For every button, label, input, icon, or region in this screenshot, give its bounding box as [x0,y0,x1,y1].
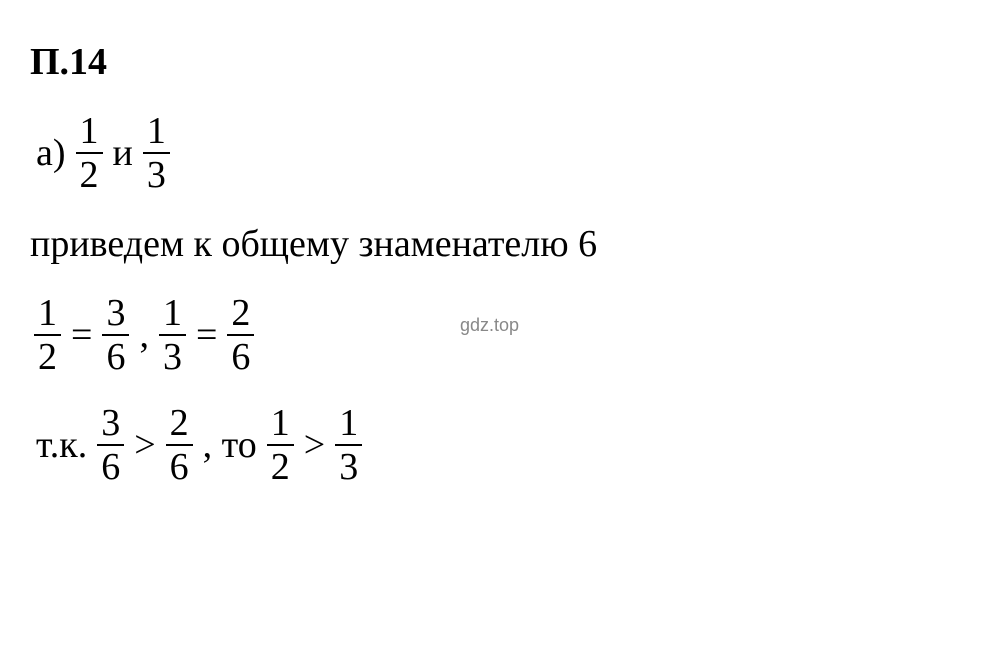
denominator: 6 [97,446,124,486]
comma: , [139,313,149,357]
line-2: приведем к общему знаменателю 6 [30,222,956,266]
fraction-1-2: 1 2 [34,294,61,376]
heading: П.14 [30,40,956,84]
line-1: а) 1 2 и 1 3 [30,112,956,194]
denominator: 2 [76,154,103,194]
line1-prefix: а) [36,131,66,175]
fraction-1-2: 1 2 [76,112,103,194]
numerator: 1 [335,404,362,446]
numerator: 2 [227,294,254,336]
document-container: П.14 а) 1 2 и 1 3 приведем к общему знам… [30,40,956,486]
denominator: 3 [143,154,170,194]
fraction-2-6: 2 6 [166,404,193,486]
line4-mid: , то [203,423,257,467]
fraction-1-3: 1 3 [335,404,362,486]
denominator: 6 [227,336,254,376]
fraction-1-2: 1 2 [267,404,294,486]
fraction-1-3: 1 3 [159,294,186,376]
denominator: 6 [102,336,129,376]
numerator: 1 [159,294,186,336]
numerator: 3 [97,404,124,446]
denominator: 3 [335,446,362,486]
connector-and: и [113,131,133,175]
denominator: 2 [267,446,294,486]
fraction-2-6: 2 6 [227,294,254,376]
numerator: 1 [267,404,294,446]
fraction-1-3: 1 3 [143,112,170,194]
greater-than: > [134,423,155,467]
denominator: 2 [34,336,61,376]
line4-prefix: т.к. [36,423,87,467]
greater-than: > [304,423,325,467]
fraction-3-6: 3 6 [102,294,129,376]
numerator: 3 [102,294,129,336]
numerator: 1 [143,112,170,154]
fraction-3-6: 3 6 [97,404,124,486]
numerator: 2 [166,404,193,446]
line-4: т.к. 3 6 > 2 6 , то 1 2 > 1 3 [30,404,956,486]
numerator: 1 [34,294,61,336]
watermark: gdz.top [460,315,519,336]
line2-text: приведем к общему знаменателю 6 [30,222,597,266]
denominator: 6 [166,446,193,486]
equals-sign: = [71,313,92,357]
denominator: 3 [159,336,186,376]
equals-sign: = [196,313,217,357]
numerator: 1 [76,112,103,154]
